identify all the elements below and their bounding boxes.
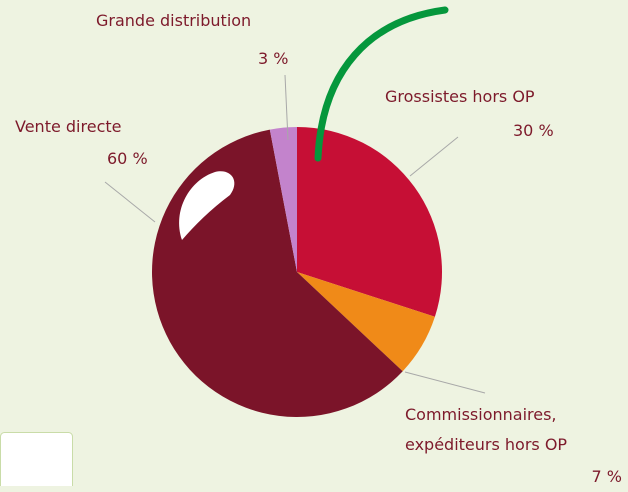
- category-label: Commissionnaires, expéditeurs hors OP: [405, 400, 567, 460]
- leader-line: [105, 182, 155, 222]
- leader-line: [410, 137, 458, 176]
- value-label: 3 %: [258, 44, 288, 74]
- value-label: 30 %: [513, 116, 554, 146]
- panel-corner: [1, 433, 73, 487]
- value-label: 7 %: [592, 462, 622, 492]
- value-label: 60 %: [107, 144, 148, 174]
- category-label: Grande distribution: [96, 6, 251, 36]
- category-label: Grossistes hors OP: [385, 82, 535, 112]
- page: Grossistes hors OP 30 % Commissionnaires, …: [0, 0, 628, 486]
- leader-line: [405, 372, 485, 393]
- category-label: Vente directe: [15, 112, 121, 142]
